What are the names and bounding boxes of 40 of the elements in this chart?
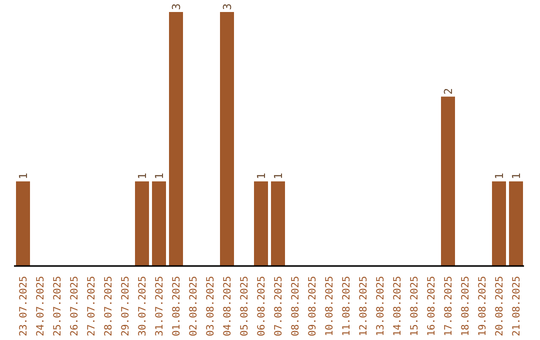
x-tick-label: 03.08.2025 [206,276,216,336]
x-tick-label: 31.07.2025 [154,276,166,336]
data-label: 2 [442,88,455,95]
x-tick-label: 29.07.2025 [120,276,132,336]
data-label: 1 [17,172,30,180]
x-tick-label: 12.08.2025 [358,276,370,336]
x-tick-label: 19.08.2025 [478,276,488,336]
x-tick-label: 26.07.2025 [70,276,80,336]
x-tick-label: 13.08.2025 [376,276,386,336]
data-label: 1 [255,172,268,180]
data-label: 3 [170,3,183,10]
x-tick-label: 08.08.2025 [290,276,302,336]
data-label: 1 [272,172,285,180]
x-tick-label: 04.08.2025 [222,276,234,336]
data-label: 1 [493,172,506,180]
x-tick-label: 24.07.2025 [36,276,46,336]
x-tick-label: 17.08.2025 [444,276,454,336]
x-tick-label: 07.08.2025 [274,276,284,336]
x-tick-label: 16.08.2025 [426,276,438,336]
x-tick-label: 01.08.2025 [172,276,182,336]
data-label: 1 [510,172,523,180]
data-label: 1 [136,172,149,180]
x-tick-label: 05.08.2025 [240,276,250,336]
x-tick-label: 09.08.2025 [308,276,318,336]
data-label: 1 [153,172,166,180]
data-label: 3 [221,3,234,10]
x-tick-label: 23.07.2025 [18,276,30,336]
x-tick-label: 02.08.2025 [188,276,200,336]
x-tick-label: 27.07.2025 [86,276,98,336]
x-tick-label: 15.08.2025 [410,276,420,336]
x-tick-label: 10.08.2025 [324,276,336,336]
x-tick-label: 28.07.2025 [104,276,114,336]
x-tick-label: 21.08.2025 [512,276,522,336]
x-tick-label: 30.07.2025 [138,276,148,336]
x-tick-label: 25.07.2025 [52,276,64,336]
x-tick-label: 11.08.2025 [342,276,352,336]
x-tick-label: 06.08.2025 [256,276,268,336]
x-tick-label: 14.08.2025 [392,276,404,336]
x-tick-label: 18.08.2025 [460,276,472,336]
x-tick-label: 20.08.2025 [494,276,506,336]
